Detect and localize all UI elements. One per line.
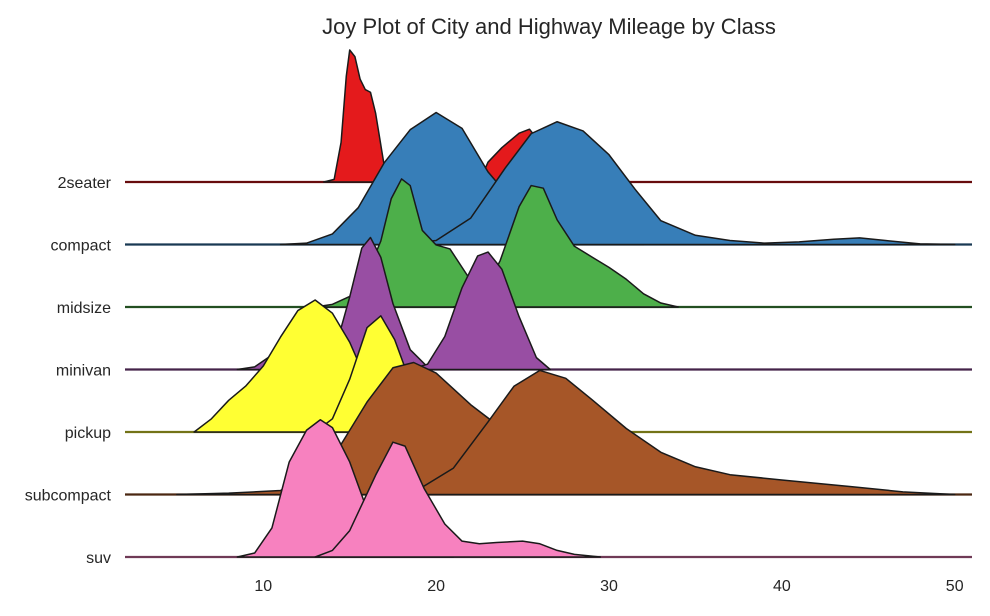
x-tick-50: 50: [946, 578, 964, 595]
density-subcompact-highway: [383, 369, 956, 496]
density-2seater-city: [323, 49, 391, 183]
y-tick-compact: compact: [51, 238, 112, 255]
y-tick-pickup: pickup: [65, 425, 111, 442]
density-midsize-highway: [452, 184, 679, 308]
curves-layer: [125, 49, 972, 559]
x-tick-20: 20: [427, 578, 445, 595]
row-suv: [125, 418, 972, 559]
y-tick-2seater: 2seater: [58, 175, 112, 192]
y-tick-labels: 2seater compact midsize minivan pickup subcom…: [25, 175, 112, 567]
density-suv-highway: [314, 441, 602, 558]
y-tick-suv: suv: [86, 550, 111, 567]
density-minivan-highway: [409, 251, 551, 371]
y-tick-midsize: midsize: [57, 300, 111, 317]
y-tick-subcompact: subcompact: [25, 488, 112, 505]
x-tick-40: 40: [773, 578, 791, 595]
y-tick-minivan: minivan: [56, 363, 111, 380]
x-tick-labels: 10 20 30 40 50: [254, 578, 963, 595]
x-tick-10: 10: [254, 578, 272, 595]
chart-title: Joy Plot of City and Highway Mileage by …: [322, 14, 776, 39]
x-tick-30: 30: [600, 578, 618, 595]
